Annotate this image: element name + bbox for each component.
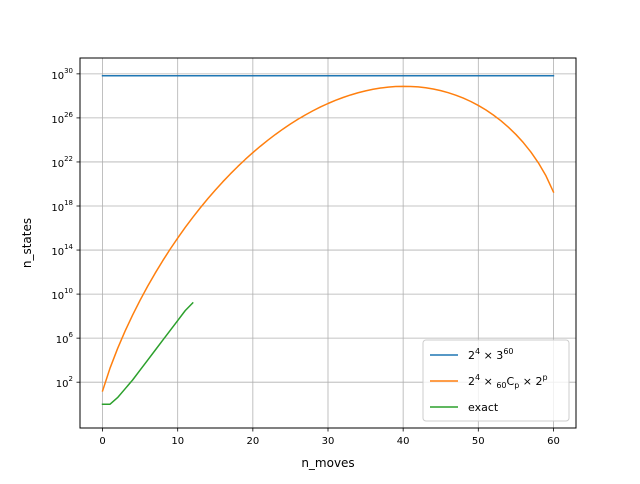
series-line-1 xyxy=(101,85,555,392)
x-tick-label: 30 xyxy=(322,436,335,447)
y-tick-label: 1014 xyxy=(51,243,73,258)
y-tick-label: 1026 xyxy=(51,111,73,126)
legend-box xyxy=(422,339,570,422)
y-tick-label: 1010 xyxy=(51,287,73,302)
x-tick-label: 20 xyxy=(246,436,259,447)
y-tick-label: 102 xyxy=(56,375,73,390)
legend-label-2: exact xyxy=(468,401,499,414)
x-axis-label: n_moves xyxy=(301,456,354,470)
x-tick-label: 60 xyxy=(547,436,560,447)
y-axis-label: n_states xyxy=(20,218,34,268)
series-line-2 xyxy=(101,301,194,405)
y-tick-label: 1018 xyxy=(51,199,73,214)
x-tick-label: 50 xyxy=(472,436,485,447)
legend-label-1: 24 × 60Cp × 2p xyxy=(468,373,548,390)
y-tick-label: 1022 xyxy=(51,155,73,170)
y-tick-label: 106 xyxy=(56,331,74,346)
legend: 24 × 360 24 × 60Cp × 2p exact xyxy=(422,339,570,422)
legend-label-0: 24 × 360 xyxy=(468,347,514,362)
series-lines xyxy=(101,74,555,405)
axis-ticks: 0 10 20 30 40 50 60 102 106 1010 1014 1018 1022 1026 1… xyxy=(51,67,559,447)
x-tick-label: 40 xyxy=(397,436,410,447)
y-tick-label: 1030 xyxy=(51,67,73,82)
x-tick-label: 0 xyxy=(99,436,105,447)
grid-lines xyxy=(80,58,576,428)
x-tick-label: 10 xyxy=(171,436,184,447)
